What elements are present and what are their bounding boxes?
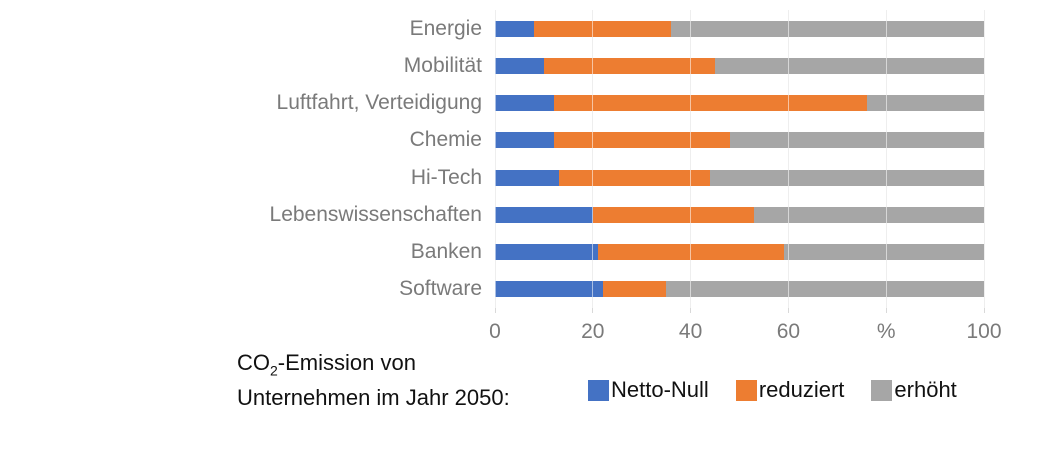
category-label: Mobilität — [403, 53, 482, 77]
bar-segment-netto-null — [495, 20, 535, 37]
legend-label: Netto-Null — [611, 377, 709, 402]
legend-swatch — [735, 379, 757, 401]
legend: Netto-Null reduziert erhöht — [588, 377, 957, 403]
category-label: Lebenswissenschaften — [269, 202, 482, 226]
plot-area — [494, 10, 985, 313]
category-label: Software — [399, 277, 482, 301]
stacked-bar — [495, 206, 984, 223]
x-axis-tick-mark — [983, 308, 985, 313]
bar-row — [495, 271, 984, 308]
bar-segment-reduziert — [553, 132, 730, 149]
bar-segment-reduziert — [534, 20, 672, 37]
bar-segment-erh-ht — [754, 206, 984, 223]
legend-item-netto-null: Netto-Null — [588, 377, 709, 403]
gridline-overlay — [983, 10, 985, 308]
bar-segment-netto-null — [495, 132, 554, 149]
bar-segment-netto-null — [495, 169, 559, 186]
x-axis-tick-label: 20 — [581, 320, 605, 343]
x-axis-tick-mark — [690, 308, 692, 313]
x-axis-tick-label: 0 — [489, 320, 501, 343]
x-axis-tick-labels: 0 20 40 60% 100 — [489, 320, 1001, 346]
bar-segment-erh-ht — [729, 132, 984, 149]
bar-segment-erh-ht — [715, 57, 984, 74]
bar-row — [495, 10, 984, 47]
bar-segment-netto-null — [495, 57, 544, 74]
category-label-row: Energie — [0, 10, 482, 47]
legend-item-reduziert: reduziert — [735, 377, 845, 403]
legend-item-erh-ht: erhöht — [871, 377, 957, 403]
bar-row — [495, 159, 984, 196]
x-axis-tick-mark — [592, 308, 594, 313]
bar-segment-reduziert — [592, 206, 755, 223]
category-axis-labels: Energie Mobilität Luftfahrt, Verteidigung C… — [0, 10, 482, 308]
x-axis-tick-label: 60 — [776, 320, 801, 343]
caption-subscript-2: 2 — [270, 362, 278, 379]
x-axis-tick-mark — [494, 308, 496, 313]
gridline-overlay — [494, 10, 496, 308]
bar-segment-netto-null — [495, 206, 593, 223]
category-label-row: Hi-Tech — [0, 159, 482, 196]
gridline-overlay — [690, 10, 692, 308]
legend-swatch — [588, 379, 609, 401]
bar-segment-erh-ht — [671, 20, 984, 37]
bars-container — [495, 10, 984, 308]
category-label-row: Chemie — [0, 122, 482, 159]
stacked-bar — [495, 169, 984, 186]
x-axis-tick-label: % — [876, 320, 896, 343]
bar-row — [495, 122, 984, 159]
stacked-bar — [495, 244, 984, 261]
bar-segment-reduziert — [553, 95, 867, 112]
bar-segment-netto-null — [495, 95, 554, 112]
stacked-bar — [495, 20, 984, 37]
legend-caption-line2: Unternehmen im Jahr 2050: — [237, 385, 510, 411]
category-label-row: Luftfahrt, Verteidigung — [0, 85, 482, 122]
x-axis-tick-mark — [787, 308, 789, 313]
category-label: Energie — [409, 16, 482, 40]
bar-row — [495, 85, 984, 122]
x-axis-tick-mark — [885, 308, 887, 313]
bar-segment-erh-ht — [710, 169, 984, 186]
bar-segment-erh-ht — [666, 281, 984, 298]
stacked-bar — [495, 57, 984, 74]
caption-rest-text: -Emission von — [277, 350, 416, 375]
x-axis-tick-label: 100 — [966, 320, 1002, 343]
bar-row — [495, 234, 984, 271]
category-label: Luftfahrt, Verteidigung — [276, 91, 482, 115]
stacked-bar — [495, 281, 984, 298]
bar-segment-erh-ht — [866, 95, 984, 112]
category-label: Banken — [410, 240, 482, 264]
bar-row — [495, 196, 984, 233]
bar-segment-reduziert — [602, 281, 667, 298]
stacked-bar — [495, 132, 984, 149]
x-axis-tick-label: 40 — [678, 320, 703, 343]
gridline-overlay — [592, 10, 594, 308]
gridline-overlay — [885, 10, 887, 308]
bar-segment-reduziert — [543, 57, 716, 74]
bar-segment-netto-null — [495, 244, 598, 261]
bar-segment-reduziert — [558, 169, 711, 186]
legend-caption-line1: CO2-Emission von — [237, 349, 510, 384]
legend-label: reduziert — [758, 377, 845, 402]
caption-co-text: CO — [237, 350, 270, 375]
stacked-bar — [495, 95, 984, 112]
category-label-row: Banken — [0, 234, 482, 271]
legend-swatch — [871, 379, 893, 401]
gridline-overlay — [787, 10, 789, 308]
category-label-row: Lebenswissenschaften — [0, 196, 482, 233]
category-label: Chemie — [409, 128, 482, 152]
bar-row — [495, 47, 984, 84]
legend-label: erhöht — [894, 377, 957, 402]
bar-segment-netto-null — [495, 281, 603, 298]
legend-caption: CO2-Emission von Unternehmen im Jahr 205… — [237, 349, 510, 411]
category-label-row: Software — [0, 271, 482, 308]
bar-segment-erh-ht — [783, 244, 984, 261]
category-label-row: Mobilität — [0, 47, 482, 84]
category-label: Hi-Tech — [410, 165, 482, 189]
